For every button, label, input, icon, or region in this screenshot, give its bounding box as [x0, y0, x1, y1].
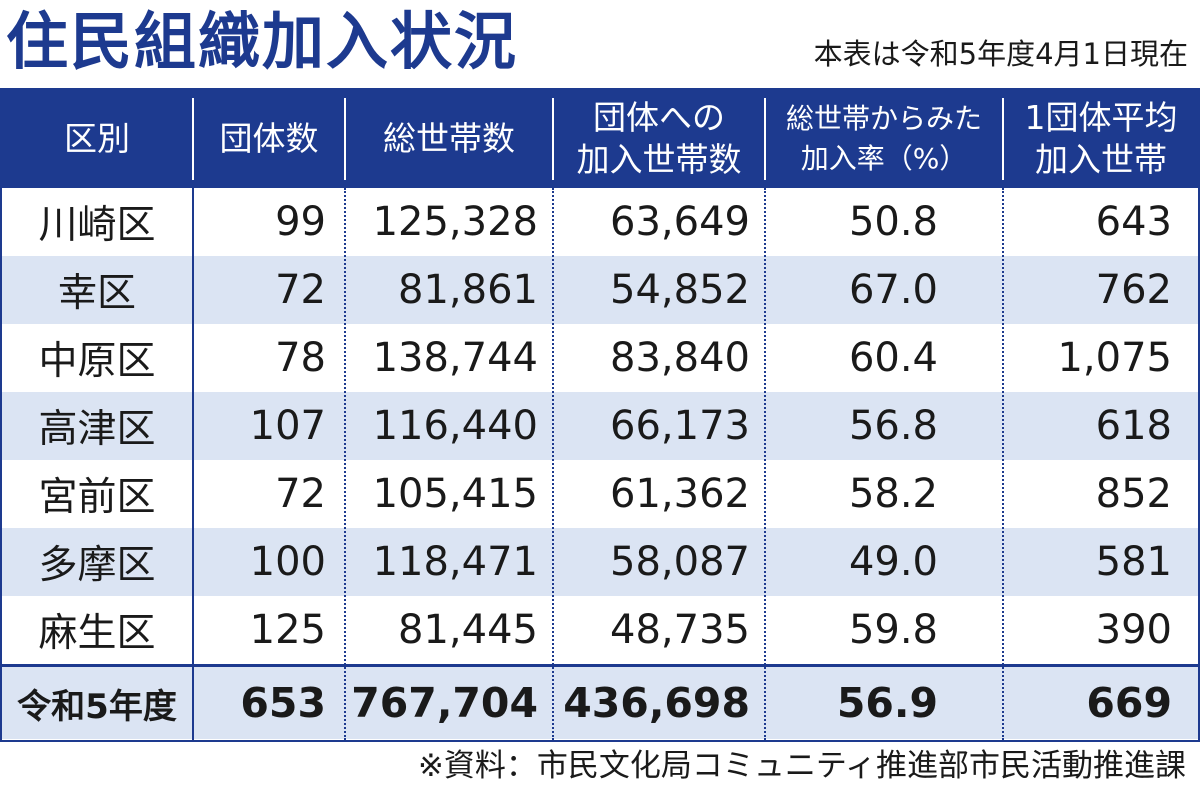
- page-title: 住民組織加入状況: [6, 5, 519, 78]
- table-row: 宮前区 72 105,415 61,362 58.2 852: [2, 460, 1198, 528]
- membership-table: 区別 団体数 総世帯数 団体への 加入世帯数 総世帯からみた 加入率（%） 1団…: [0, 88, 1200, 742]
- header-join-rate: 総世帯からみた 加入率（%）: [785, 102, 982, 175]
- column-divider: [552, 188, 554, 740]
- cell-groups: 72: [275, 267, 326, 313]
- cell-groups: 78: [275, 335, 326, 381]
- source-note: ※資料：市民文化局コミュニティ推進部市民活動推進課: [417, 748, 1186, 784]
- cell-groups: 72: [275, 471, 326, 517]
- cell-average: 581: [1095, 539, 1172, 585]
- cell-member-households: 66,173: [610, 403, 750, 449]
- cell-groups: 653: [240, 679, 326, 727]
- cell-households: 81,445: [398, 607, 538, 653]
- cell-join-rate: 49.0: [848, 539, 938, 585]
- cell-groups: 125: [249, 607, 326, 653]
- header-divider: [1002, 98, 1004, 180]
- cell-join-rate: 50.8: [848, 199, 938, 245]
- cell-average: 762: [1095, 267, 1172, 313]
- cell-ward: 多摩区: [38, 543, 156, 588]
- table-row: 多摩区 100 118,471 58,087 49.0 581: [2, 528, 1198, 596]
- column-divider: [1002, 188, 1004, 740]
- cell-households: 138,744: [372, 335, 538, 381]
- cell-households: 125,328: [372, 199, 538, 245]
- cell-ward: 中原区: [38, 339, 156, 384]
- as-of-note: 本表は令和5年度4月1日現在: [813, 37, 1188, 71]
- cell-join-rate: 60.4: [848, 335, 938, 381]
- column-divider: [344, 188, 346, 740]
- header-households: 総世帯数: [383, 119, 515, 158]
- cell-join-rate: 56.8: [848, 403, 938, 449]
- cell-member-households: 58,087: [610, 539, 750, 585]
- table-row: 麻生区 125 81,445 48,735 59.8 390: [2, 596, 1198, 664]
- cell-ward: 宮前区: [38, 475, 156, 520]
- cell-ward: 高津区: [38, 407, 156, 452]
- table-header: 区別 団体数 総世帯数 団体への 加入世帯数 総世帯からみた 加入率（%） 1団…: [2, 90, 1198, 188]
- table-row: 高津区 107 116,440 66,173 56.8 618: [2, 392, 1198, 460]
- cell-member-households: 436,698: [563, 679, 750, 727]
- table-row: 中原区 78 138,744 83,840 60.4 1,075: [2, 324, 1198, 392]
- cell-households: 116,440: [372, 403, 538, 449]
- header-member-households: 団体への 加入世帯数: [576, 98, 742, 179]
- cell-households: 767,704: [351, 679, 538, 727]
- cell-households: 105,415: [372, 471, 538, 517]
- header-divider: [764, 98, 766, 180]
- cell-join-rate: 59.8: [848, 607, 938, 653]
- column-divider: [764, 188, 766, 740]
- header-divider: [192, 98, 194, 180]
- cell-join-rate: 56.9: [836, 679, 938, 727]
- cell-households: 81,861: [398, 267, 538, 313]
- cell-member-households: 54,852: [610, 267, 750, 313]
- header-average: 1団体平均 加入世帯: [1024, 98, 1178, 179]
- total-row: 令和5年度 653 767,704 436,698 56.9 669: [2, 664, 1198, 739]
- cell-average: 669: [1086, 679, 1172, 727]
- cell-average: 643: [1095, 199, 1172, 245]
- cell-ward: 幸区: [57, 271, 136, 316]
- cell-groups: 107: [249, 403, 326, 449]
- cell-average: 1,075: [1057, 335, 1172, 381]
- header-ward: 区別: [64, 119, 130, 158]
- cell-groups: 100: [249, 539, 326, 585]
- header-divider: [552, 98, 554, 180]
- table-row: 幸区 72 81,861 54,852 67.0 762: [2, 256, 1198, 324]
- cell-member-households: 83,840: [610, 335, 750, 381]
- header-divider: [344, 98, 346, 180]
- cell-ward: 令和5年度: [17, 686, 177, 727]
- cell-households: 118,471: [372, 539, 538, 585]
- cell-ward: 麻生区: [38, 611, 156, 656]
- cell-join-rate: 67.0: [848, 267, 938, 313]
- cell-average: 390: [1095, 607, 1172, 653]
- cell-groups: 99: [275, 199, 326, 245]
- cell-member-households: 63,649: [610, 199, 750, 245]
- column-divider-ward: [192, 188, 194, 740]
- header-groups: 団体数: [219, 119, 319, 158]
- cell-member-households: 61,362: [610, 471, 750, 517]
- table-row: 川崎区 99 125,328 63,649 50.8 643: [2, 188, 1198, 256]
- cell-average: 852: [1095, 471, 1172, 517]
- cell-average: 618: [1095, 403, 1172, 449]
- cell-ward: 川崎区: [38, 203, 156, 248]
- cell-join-rate: 58.2: [848, 471, 938, 517]
- cell-member-households: 48,735: [610, 607, 750, 653]
